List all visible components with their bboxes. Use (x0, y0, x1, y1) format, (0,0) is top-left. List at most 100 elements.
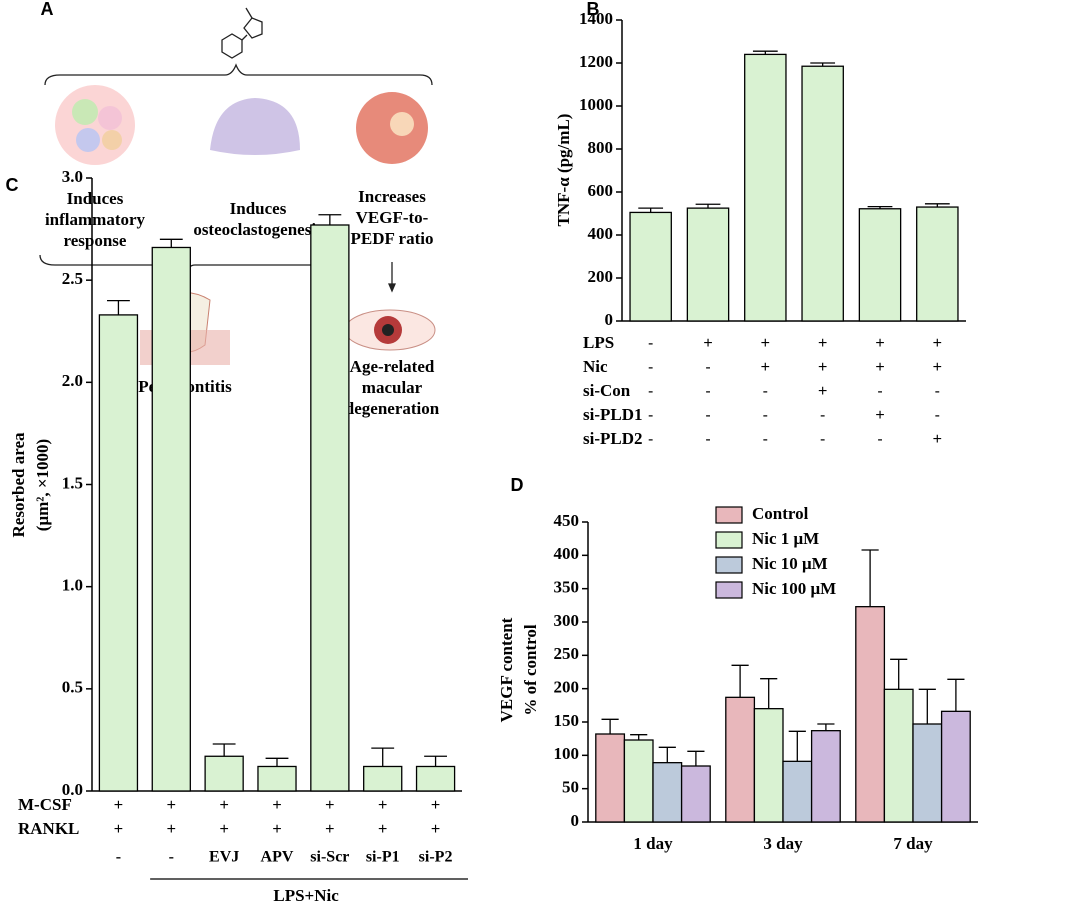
condition-mark: - (648, 383, 653, 400)
condition-mark: + (875, 335, 884, 352)
condition-mark: - (705, 383, 710, 400)
condition-mark: - (763, 383, 768, 400)
y-tick-label: 200 (588, 267, 614, 286)
y-tick-label: 1.0 (62, 576, 83, 595)
condition-mark: + (818, 335, 827, 352)
effect-label: osteoclastogenesis (193, 220, 323, 239)
bar (782, 760, 813, 823)
condition-mark: + (431, 797, 440, 814)
condition-mark: + (378, 821, 387, 838)
bar (98, 314, 139, 792)
bar (415, 765, 456, 792)
panel-letter: D (511, 475, 524, 495)
condition-mark: + (761, 335, 770, 352)
bar (363, 765, 403, 792)
condition-mark: - (935, 407, 940, 424)
x-tick-label: si-Scr (310, 849, 349, 866)
condition-mark: + (167, 797, 176, 814)
legend-label: Control (752, 504, 809, 523)
y-tick-label: 1400 (579, 9, 613, 28)
effect-label: response (64, 231, 127, 250)
y-tick-label: 1.5 (62, 473, 83, 492)
legend-label: Nic 10 μM (752, 554, 828, 573)
y-axis-label: TNF-α (pg/mL) (554, 114, 573, 227)
legend-label: Nic 1 μM (752, 529, 819, 548)
bar (680, 765, 711, 823)
condition-mark: - (877, 431, 882, 448)
bar (686, 207, 730, 322)
y-axis-label: VEGF content (497, 617, 516, 722)
legend-swatch (715, 506, 743, 524)
condition-mark: - (705, 431, 710, 448)
x-tick-label: si-P2 (419, 849, 453, 866)
y-tick-label: 400 (588, 224, 614, 243)
y-tick-label: 0.5 (62, 678, 83, 697)
y-tick-label: 2.5 (62, 269, 83, 288)
y-tick-label: 150 (554, 711, 580, 730)
y-tick-label: 2.0 (62, 371, 83, 390)
condition-mark: + (875, 359, 884, 376)
condition-mark: + (818, 383, 827, 400)
y-tick-label: 1000 (579, 95, 613, 114)
panel-letter: A (41, 0, 54, 19)
outcome-label: macular (362, 378, 423, 397)
bar (858, 208, 902, 322)
condition-mark: - (648, 335, 653, 352)
condition-mark: + (875, 407, 884, 424)
y-tick-label: 0 (571, 811, 580, 830)
y-axis-label: Resorbed area (9, 432, 28, 537)
condition-mark: + (114, 797, 123, 814)
y-tick-label: 400 (554, 544, 580, 563)
condition-mark: + (378, 797, 387, 814)
condition-mark: - (648, 407, 653, 424)
panel-letter: B (587, 0, 600, 19)
bar (204, 755, 244, 792)
bar (623, 739, 654, 823)
y-tick-label: 350 (554, 578, 580, 597)
y-tick-label: 1200 (579, 52, 613, 71)
x-tick-label: - (169, 849, 174, 866)
effect-label: Induces (230, 199, 287, 218)
x-tick-label: - (116, 849, 121, 866)
bar (801, 65, 844, 322)
bar (652, 762, 683, 823)
condition-mark: - (763, 431, 768, 448)
condition-mark: - (877, 383, 882, 400)
y-tick-label: 800 (588, 138, 614, 157)
condition-mark: + (167, 821, 176, 838)
y-tick-label: 0.0 (62, 780, 83, 799)
x-tick-label: EVJ (209, 849, 239, 866)
condition-mark: + (272, 797, 281, 814)
condition-mark: - (820, 431, 825, 448)
legend-label: Nic 100 μM (752, 579, 836, 598)
bar (629, 211, 672, 322)
group-label: LPS+Nic (273, 886, 339, 905)
effect-label: inflammatory (45, 210, 146, 229)
bar (725, 696, 756, 823)
bar (940, 710, 971, 823)
y-tick-label: 300 (554, 611, 580, 630)
effect-label: VEGF-to- (356, 208, 429, 227)
condition-name: si-PLD2 (583, 429, 643, 448)
y-tick-label: 50 (562, 778, 579, 797)
x-tick-label: 3 day (763, 834, 803, 853)
outcome-label: Age-related (350, 357, 435, 376)
condition-mark: + (431, 821, 440, 838)
condition-mark: + (761, 359, 770, 376)
condition-mark: + (933, 431, 942, 448)
x-tick-label: 1 day (633, 834, 673, 853)
condition-mark: + (325, 821, 334, 838)
bar (855, 606, 886, 823)
y-axis-label: (μm², ×1000) (33, 439, 52, 531)
bar (744, 53, 787, 322)
condition-mark: + (703, 335, 712, 352)
x-tick-label: 7 day (893, 834, 933, 853)
legend-swatch (715, 581, 743, 599)
condition-mark: + (272, 821, 281, 838)
condition-name: Nic (583, 357, 608, 376)
condition-mark: - (763, 407, 768, 424)
y-tick-label: 3.0 (62, 167, 83, 186)
condition-mark: + (933, 359, 942, 376)
condition-name: LPS (583, 333, 614, 352)
condition-mark: - (648, 431, 653, 448)
